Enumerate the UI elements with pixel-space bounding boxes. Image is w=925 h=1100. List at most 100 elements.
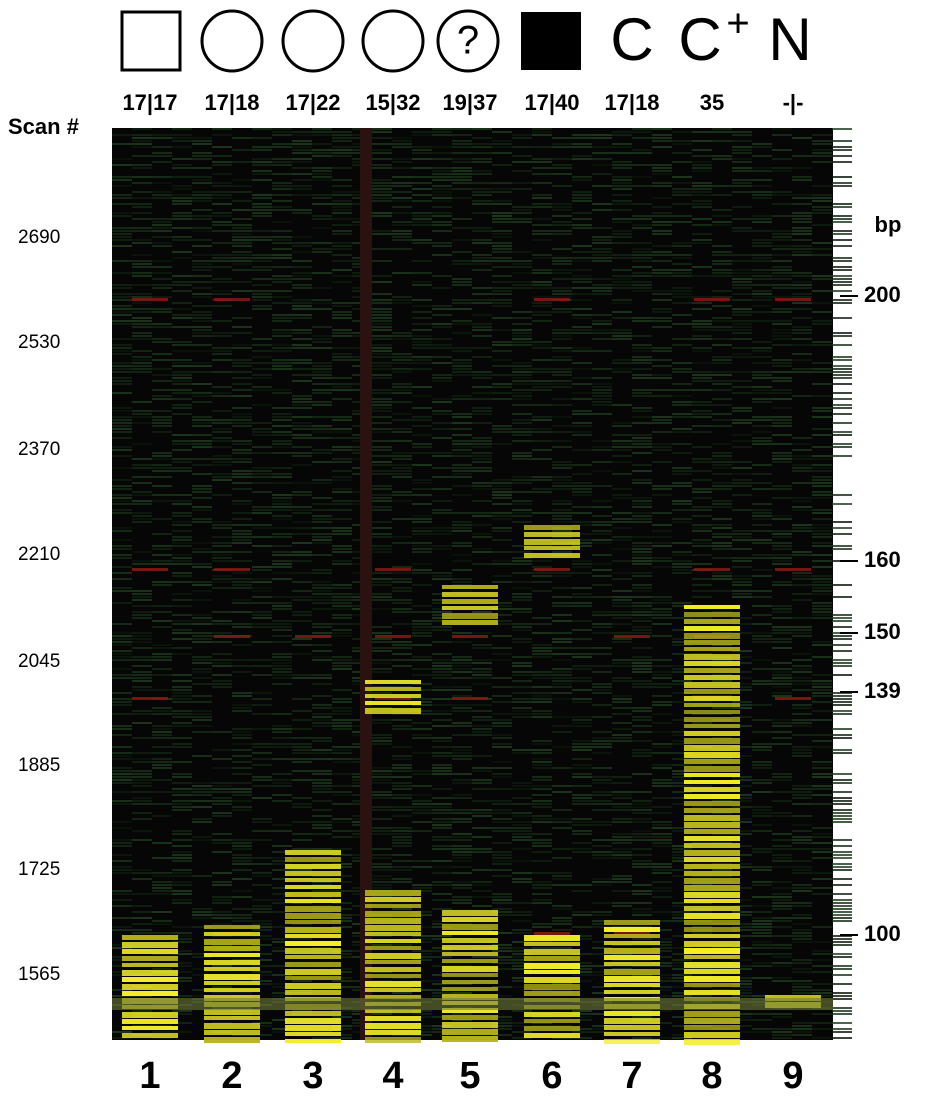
gel-noise [712, 518, 732, 520]
gel-noise [792, 659, 812, 661]
gel-noise [332, 245, 352, 247]
gel-noise [252, 611, 272, 613]
gel-noise [272, 452, 292, 454]
gel-noise [252, 971, 272, 973]
gel-noise [612, 185, 632, 187]
gel-noise [592, 461, 612, 463]
gel-noise [232, 848, 252, 850]
gel-noise [652, 545, 672, 547]
gel-noise [372, 188, 392, 190]
gel-noise [172, 389, 192, 391]
gel-noise [132, 320, 152, 322]
gel-noise [252, 197, 272, 199]
gel-noise [172, 344, 192, 346]
gel-noise [332, 209, 352, 211]
gel-noise [752, 257, 772, 259]
gel-noise [632, 185, 652, 187]
gel-noise [652, 422, 672, 424]
gel-noise [412, 134, 432, 136]
gel-noise [452, 821, 472, 823]
gel-noise [652, 956, 672, 958]
gel-noise [372, 527, 392, 529]
gel-noise [272, 239, 292, 241]
gel-noise [172, 782, 192, 784]
gel-noise [432, 410, 452, 412]
gel-noise [652, 272, 672, 274]
gel-noise [272, 602, 292, 604]
gel-noise [212, 440, 232, 442]
gel-noise [612, 167, 632, 169]
gel-noise [672, 719, 692, 721]
gel-noise [812, 491, 832, 493]
gel-noise [792, 971, 812, 973]
gel-noise [292, 533, 312, 535]
gel-noise [772, 398, 792, 400]
gel-noise [752, 350, 772, 352]
gel-noise [252, 863, 272, 865]
gel-noise [452, 797, 472, 799]
gel-noise [532, 491, 552, 493]
gel-noise [792, 578, 812, 580]
gel-noise [392, 578, 412, 580]
gel-noise [172, 137, 192, 139]
gel-noise [112, 674, 132, 676]
gel-noise [212, 146, 232, 148]
gel-noise [592, 350, 612, 352]
gel-noise [452, 872, 472, 874]
gel-noise [512, 986, 532, 988]
gel-noise [392, 608, 412, 610]
gel-noise [372, 455, 392, 457]
gel-noise [672, 452, 692, 454]
gel-noise [212, 350, 232, 352]
gel-noise [332, 836, 352, 838]
gel-noise [732, 482, 752, 484]
gel-noise [832, 221, 852, 223]
gel-noise [732, 410, 752, 412]
gel-noise [292, 446, 312, 448]
gel-noise [652, 797, 672, 799]
gel-noise [832, 659, 852, 661]
gel-noise [112, 779, 132, 781]
gel-noise [432, 380, 452, 382]
gel-noise [692, 458, 712, 460]
gel-noise [612, 722, 632, 724]
gel-noise [212, 767, 232, 769]
gel-noise [332, 185, 352, 187]
gel-noise [412, 572, 432, 574]
gel-noise [612, 422, 632, 424]
gel-noise [632, 437, 652, 439]
gel-noise [252, 236, 272, 238]
gel-noise [192, 158, 212, 160]
gel-noise [692, 461, 712, 463]
gel-noise [812, 554, 832, 556]
gel-noise [332, 479, 352, 481]
gel-noise [392, 335, 412, 337]
gel-noise [212, 290, 232, 292]
gel-noise [492, 287, 512, 289]
gel-noise [272, 314, 292, 316]
gel-noise [832, 290, 852, 292]
gel-noise [632, 356, 652, 358]
gel-noise [232, 332, 252, 334]
gel-noise [532, 431, 552, 433]
gel-noise [452, 494, 472, 496]
gel-noise [492, 950, 512, 952]
gel-noise [272, 476, 292, 478]
gel-noise [252, 374, 272, 376]
gel-noise [412, 887, 432, 889]
gel-noise [512, 440, 532, 442]
gel-noise [192, 311, 212, 313]
gel-noise [672, 290, 692, 292]
gel-noise [672, 314, 692, 316]
gel-noise [312, 374, 332, 376]
gel-noise [372, 1013, 392, 1015]
gel-noise [572, 743, 592, 745]
gel-noise [412, 281, 432, 283]
gel-noise [432, 323, 452, 325]
gel-noise [592, 506, 612, 508]
gel-noise [612, 782, 632, 784]
gel-noise [672, 644, 692, 646]
gel-noise [712, 545, 732, 547]
gel-noise [732, 131, 752, 133]
gel-noise [312, 437, 332, 439]
